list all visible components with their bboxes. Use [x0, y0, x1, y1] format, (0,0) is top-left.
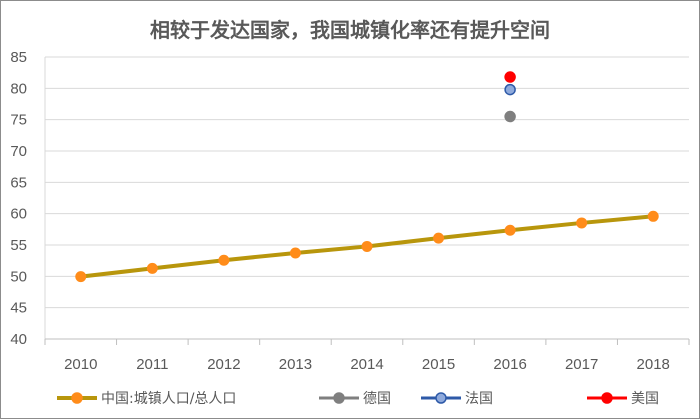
- y-tick-label: 60: [10, 206, 27, 223]
- x-tick-label: 2015: [422, 356, 455, 373]
- x-tick-label: 2011: [136, 356, 168, 373]
- y-tick-label: 40: [10, 331, 27, 348]
- x-tick-label: 2018: [637, 356, 670, 373]
- data-point: [504, 71, 516, 83]
- y-tick-label: 50: [10, 268, 27, 285]
- y-axis-ticks: 40 45 50 55 60 65 70 75 80 85: [10, 49, 27, 348]
- data-point: [504, 110, 516, 123]
- legend-item: 美国: [587, 391, 659, 407]
- legend-label: 美国: [631, 391, 659, 407]
- x-tick-label: 2012: [207, 356, 240, 373]
- y-tick-label: 70: [10, 143, 27, 160]
- data-point: [433, 232, 445, 244]
- data-point: [647, 210, 659, 222]
- y-tick-label: 45: [10, 300, 27, 317]
- legend-label: 德国: [363, 391, 391, 407]
- x-tick-label: 2010: [64, 356, 97, 373]
- gridlines: [45, 56, 689, 340]
- legend-marker: [333, 392, 345, 404]
- legend-marker: [601, 392, 613, 404]
- x-tick-label: 2013: [279, 356, 312, 373]
- y-tick-label: 80: [10, 80, 27, 97]
- legend-marker: [71, 392, 83, 404]
- data-point: [576, 217, 588, 229]
- data-point: [75, 271, 87, 283]
- data-point: [504, 83, 516, 96]
- y-tick-label: 75: [10, 112, 27, 129]
- series-layer: [75, 71, 659, 283]
- axes: [44, 57, 689, 340]
- y-tick-label: 55: [10, 237, 27, 254]
- x-tick-label: 2014: [350, 356, 383, 373]
- legend-label: 中国:城镇人口/总人口: [101, 391, 236, 407]
- chart-title: 相较于发达国家，我国城镇化率还有提升空间: [150, 18, 550, 42]
- y-tick-label: 65: [10, 174, 27, 191]
- y-tick-label: 85: [10, 49, 27, 66]
- data-point: [504, 224, 516, 236]
- legend-item: 中国:城镇人口/总人口: [57, 391, 236, 407]
- legend-item: 德国: [319, 391, 391, 407]
- x-axis-ticks: 2010 2011 2012 2013 2014 2015 2016 2017 2018: [44, 339, 690, 373]
- x-tick-label: 2016: [493, 356, 526, 373]
- x-tick-label: 2017: [565, 356, 598, 373]
- legend-item: 法国: [421, 391, 493, 407]
- legend: 中国:城镇人口/总人口 德国 法国 美国: [57, 391, 659, 407]
- data-point: [146, 262, 158, 274]
- legend-label: 法国: [465, 391, 493, 407]
- data-point: [218, 254, 230, 266]
- data-point: [289, 247, 301, 259]
- legend-marker: [435, 392, 447, 404]
- data-point: [361, 240, 373, 252]
